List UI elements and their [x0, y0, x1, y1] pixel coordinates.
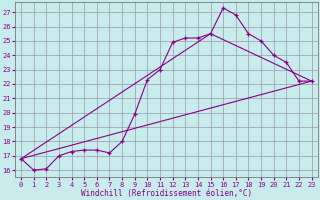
X-axis label: Windchill (Refroidissement éolien,°C): Windchill (Refroidissement éolien,°C)	[81, 189, 252, 198]
